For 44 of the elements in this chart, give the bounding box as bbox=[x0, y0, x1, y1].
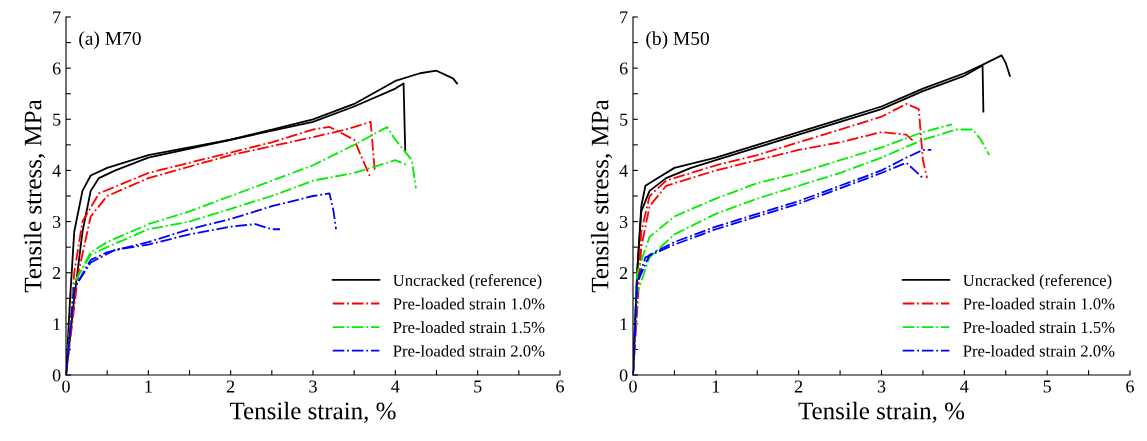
legend-label: Pre-loaded strain 1.5% bbox=[963, 321, 1115, 334]
y-tick-label: 6 bbox=[52, 62, 61, 75]
legend-label: Pre-loaded strain 2.0% bbox=[393, 344, 545, 357]
y-tick-label: 0 bbox=[619, 369, 628, 382]
text: (a) M70 bbox=[79, 31, 141, 49]
y-tick-label: 5 bbox=[53, 113, 61, 126]
y-tick-label: 3 bbox=[52, 215, 61, 229]
x-tick-label: 3 bbox=[877, 380, 886, 393]
x-tick-label: 4 bbox=[960, 380, 969, 393]
y-tick-label: 2 bbox=[619, 267, 628, 279]
x-tick-label: 1 bbox=[712, 380, 720, 393]
y-tick-label: 2 bbox=[52, 267, 61, 279]
x-tick-label: 4 bbox=[391, 380, 400, 393]
legend-label: Uncracked (reference) bbox=[393, 274, 542, 290]
y-tick-label: 4 bbox=[619, 164, 628, 177]
text: (b) M50 bbox=[646, 31, 709, 49]
y-tick-label: 4 bbox=[52, 164, 61, 177]
x-tick-label: 1 bbox=[145, 380, 152, 393]
x-tick-label: 0 bbox=[629, 380, 637, 393]
legend-label: Pre-loaded strain 1.5% bbox=[393, 321, 545, 334]
legend-label: Uncracked (reference) bbox=[963, 274, 1112, 290]
x-tick-label: 5 bbox=[474, 380, 482, 393]
x-tick-label: 2 bbox=[226, 380, 235, 393]
y-tick-label: 1 bbox=[620, 318, 628, 331]
x-tick-label: 2 bbox=[794, 380, 803, 393]
y-tick-label: 1 bbox=[53, 318, 61, 331]
y-tick-label: 6 bbox=[619, 62, 628, 75]
legend-label: Pre-loaded strain 1.0% bbox=[963, 297, 1115, 310]
x-tick-label: 6 bbox=[556, 380, 564, 393]
y-tick-label: 7 bbox=[620, 11, 628, 24]
y-tick-label: 0 bbox=[52, 369, 61, 382]
x-axis-title: Tensile strain, % bbox=[229, 401, 396, 423]
y-axis-title: Tensile stress, MPa bbox=[590, 99, 613, 293]
x-tick-label: 5 bbox=[1043, 380, 1051, 393]
y-tick-label: 5 bbox=[620, 113, 628, 126]
legend-label: Pre-loaded strain 2.0% bbox=[963, 344, 1115, 357]
x-tick-label: 3 bbox=[309, 380, 317, 393]
y-tick-label: 3 bbox=[619, 215, 628, 229]
x-tick-label: 0 bbox=[62, 380, 70, 393]
x-tick-label: 6 bbox=[1126, 380, 1134, 393]
legend-label: Pre-loaded strain 1.0% bbox=[393, 297, 545, 310]
y-axis-title: Tensile stress, MPa bbox=[23, 99, 46, 293]
x-axis-title: Tensile strain, % bbox=[798, 401, 965, 423]
y-tick-label: 7 bbox=[53, 11, 61, 24]
